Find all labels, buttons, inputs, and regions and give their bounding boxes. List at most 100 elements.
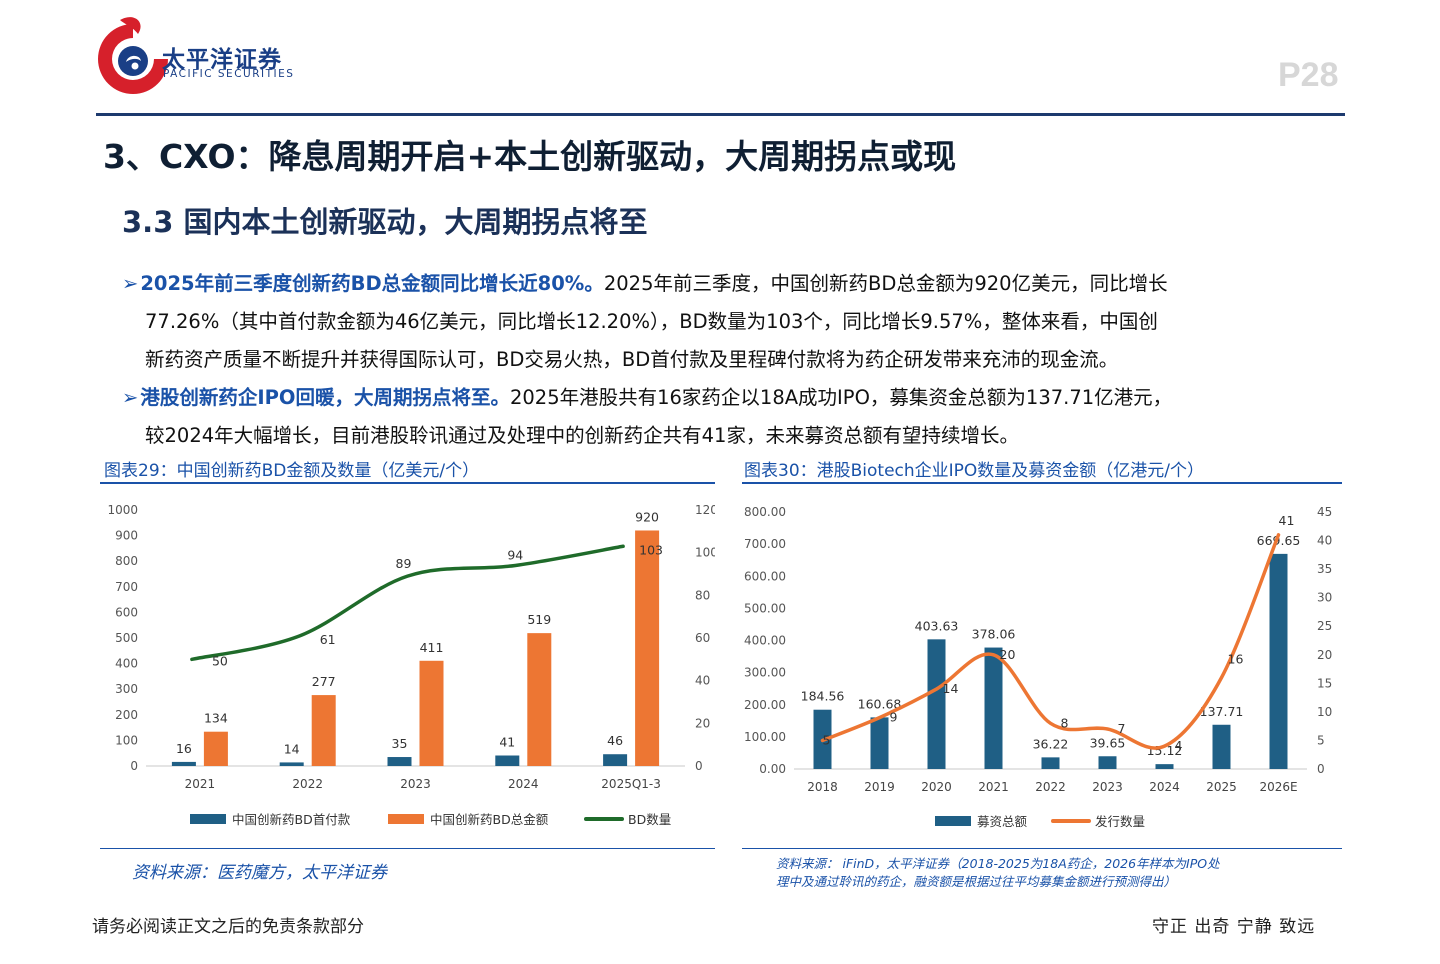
x-tick-label: 2019 (864, 780, 895, 794)
y2-tick-label: 0 (695, 759, 703, 773)
y-tick-label: 800.00 (744, 505, 786, 519)
y2-tick-label: 80 (695, 588, 710, 602)
y2-tick-label: 45 (1317, 505, 1332, 519)
line-data-label: 4 (1175, 738, 1183, 753)
line-series (820, 533, 1281, 750)
line-data-label: 9 (890, 710, 898, 725)
biotech-ipo-chart: 0.00 100.00 200.00 300.00 400.00 500.00 600.00… (744, 505, 1332, 829)
brand-name-cn: 太平洋证券 (162, 47, 282, 73)
y-tick-label: 500 (115, 631, 138, 645)
figure-30-title: 图表30：港股Biotech企业IPO数量及募资金额（亿港元/个） (744, 461, 1205, 481)
line-data-label: 89 (396, 556, 412, 571)
figure-30-bottom-rule (742, 848, 1342, 849)
bar-data-label: 36.22 (1033, 736, 1069, 751)
x-tick-label: 2021 (978, 780, 1009, 794)
y-tick-label: 700 (115, 580, 138, 594)
bar-data-label: 669.65 (1257, 533, 1301, 548)
x-tick-label: 2025 (1206, 780, 1237, 794)
bullet-2-line-2: 较2024年大幅增长，目前港股聆讯通过及处理中的创新药企共有41家，未来募资总额… (145, 424, 1019, 447)
line-data-label: 5 (823, 732, 831, 747)
bar-b (635, 530, 660, 766)
y-tick-label: 200 (115, 708, 138, 722)
bar-data-label: 46 (607, 733, 623, 748)
y-tick-label: 1000 (107, 503, 138, 517)
bar-a (171, 761, 196, 766)
bar-data-label: 411 (420, 640, 444, 655)
x-tick-label: 2026E (1259, 780, 1297, 794)
pacific-securities-logo-icon (98, 17, 168, 94)
y2-tick-label: 20 (695, 716, 710, 730)
y2-tick-label: 100 (695, 546, 715, 560)
y2-tick-label: 30 (1317, 591, 1332, 605)
bar-data-label: 16 (176, 741, 192, 756)
y-tick-label: 800 (115, 554, 138, 568)
line-data-label: 103 (639, 542, 663, 557)
bullet-arrow-icon: ➢ (122, 386, 139, 409)
line-data-label: 20 (1000, 647, 1016, 662)
bar-data-label: 403.63 (915, 618, 959, 633)
line-data-label: 41 (1279, 513, 1295, 528)
y2-tick-label: 40 (695, 674, 710, 688)
bar-a (1098, 756, 1117, 769)
section-title: 3、CXO：降息周期开启+本土创新驱动，大周期拐点或现 (103, 137, 957, 176)
y-tick-label: 0 (130, 759, 138, 773)
bar-data-label: 160.68 (858, 696, 902, 711)
bar-data-label: 920 (635, 509, 659, 524)
bar-a (1041, 757, 1060, 769)
bar-data-label: 41 (499, 735, 515, 750)
bullet-1-highlight: 2025年前三季度创新药BD总金额同比增长近80%。 (140, 272, 604, 295)
bullet-2-highlight: 港股创新药企IPO回暖，大周期拐点将至。 (140, 386, 510, 409)
x-tick-label: 2024 (1149, 780, 1180, 794)
x-tick-label: 2022 (292, 777, 323, 791)
y-tick-label: 500.00 (744, 601, 786, 615)
bar-b (311, 695, 336, 766)
y-tick-label: 600 (115, 605, 138, 619)
bullet-2-line-1: ➢ 港股创新药企IPO回暖，大周期拐点将至。2025年港股共有16家药企以18A成… (122, 379, 1172, 416)
line-data-label: 61 (320, 632, 336, 647)
legend-swatch (935, 816, 971, 826)
y-tick-label: 900 (115, 529, 138, 543)
footer-disclaimer: 请务必阅读正文之后的免责条款部分 (92, 917, 364, 937)
page-number: P28 (1278, 56, 1339, 94)
x-tick-label: 2025Q1-3 (601, 777, 661, 791)
y2-tick-label: 60 (695, 631, 710, 645)
line-data-label: 8 (1061, 715, 1069, 730)
bar-b (419, 660, 444, 766)
y-tick-label: 300 (115, 682, 138, 696)
figure-30-source-line-1: 资料来源： iFinD，太平洋证券（2018-2025为18A药企，2026年样… (776, 856, 1220, 871)
x-tick-label: 2023 (1092, 780, 1123, 794)
bd-amount-chart: 0 100 200 300 400 500 600 700 800 900 1000 0 20 40 60 8… (107, 503, 715, 827)
figure-29-title: 图表29：中国创新药BD金额及数量（亿美元/个） (104, 461, 480, 481)
y-tick-label: 700.00 (744, 537, 786, 551)
bar-a (870, 717, 889, 769)
bar-b (203, 731, 228, 766)
figure-29-source: 资料来源：医药魔方，太平洋证券 (132, 863, 387, 883)
bar-a (495, 755, 520, 766)
y2-tick-label: 20 (1317, 648, 1332, 662)
bullet-1-line-2: 77.26%（其中首付款金额为46亿美元，同比增长12.20%），BD数量为10… (145, 310, 1158, 333)
figure-30-source-line-2: 理中及通过聆讯的药企，融资额是根据过往平均募集金额进行预测得出） (776, 874, 1177, 889)
y-tick-label: 300.00 (744, 666, 786, 680)
x-tick-label: 2021 (185, 777, 216, 791)
y2-tick-label: 25 (1317, 619, 1332, 633)
bar-a (984, 647, 1003, 769)
y2-tick-label: 40 (1317, 534, 1332, 548)
bar-b (527, 633, 552, 766)
line-data-label: 50 (212, 653, 228, 668)
y-tick-label: 600.00 (744, 569, 786, 583)
y2-tick-label: 0 (1317, 762, 1325, 776)
line-data-label: 14 (943, 681, 959, 696)
x-tick-label: 2022 (1035, 780, 1066, 794)
y-tick-label: 400 (115, 657, 138, 671)
bar-data-label: 14 (284, 741, 300, 756)
bar-data-label: 39.65 (1090, 735, 1126, 750)
bar-a (603, 754, 628, 766)
line-data-label: 94 (507, 547, 523, 562)
bar-data-label: 184.56 (801, 689, 845, 704)
bar-a (1212, 724, 1231, 769)
y-tick-label: 100.00 (744, 730, 786, 744)
legend-label: 中国创新药BD总金额 (430, 812, 549, 827)
figure-30-top-rule (742, 482, 1342, 484)
bar-a (387, 757, 412, 766)
y2-tick-label: 35 (1317, 562, 1332, 576)
